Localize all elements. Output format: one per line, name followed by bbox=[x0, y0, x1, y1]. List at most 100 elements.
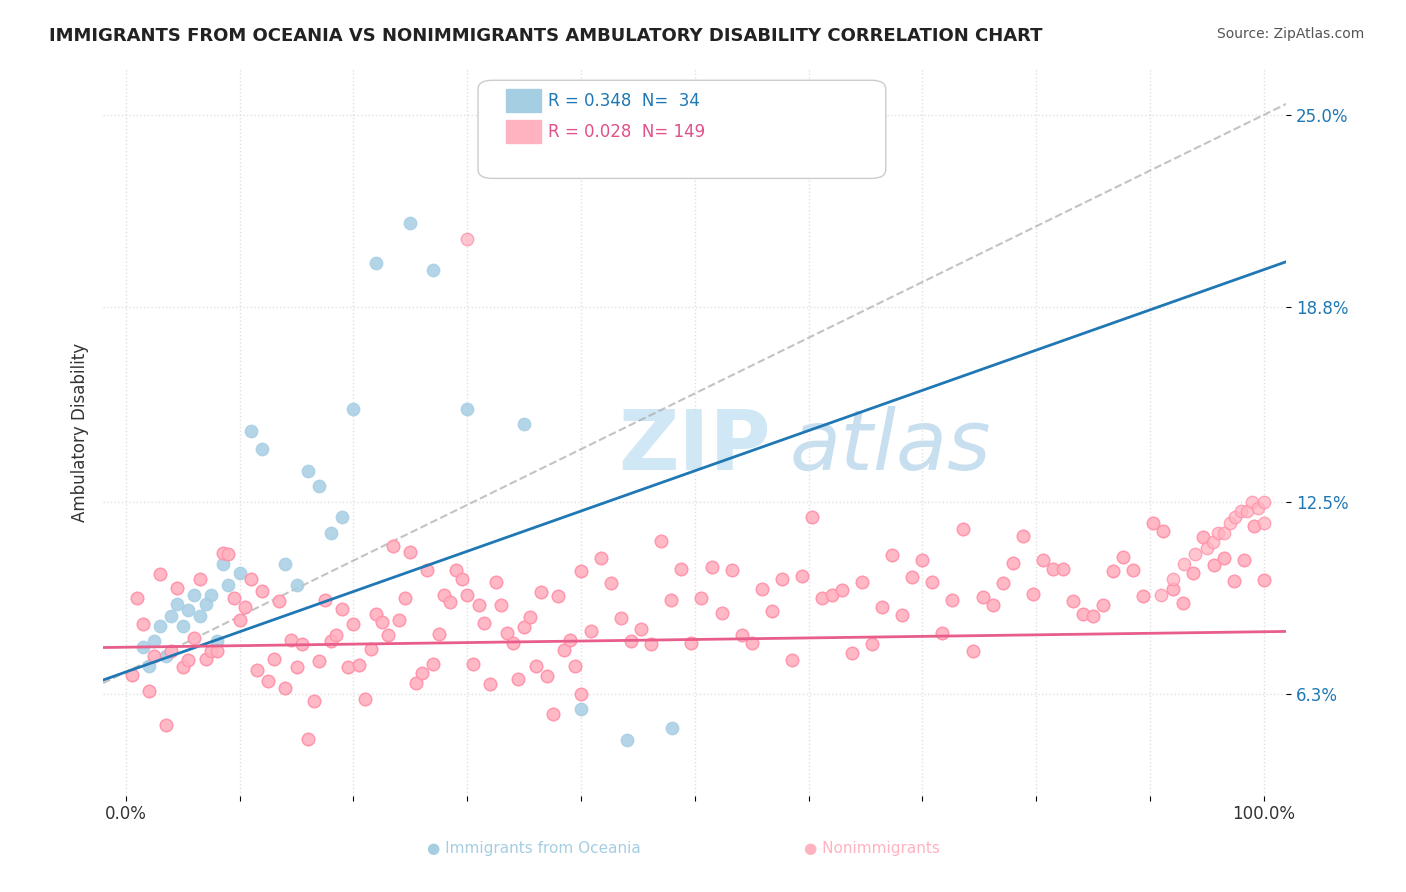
Point bbox=[931, 625, 953, 640]
Point bbox=[811, 591, 834, 605]
Point bbox=[121, 668, 143, 682]
Point bbox=[325, 628, 347, 642]
Point bbox=[177, 653, 200, 667]
Point bbox=[427, 626, 450, 640]
Point bbox=[257, 674, 280, 689]
Point bbox=[132, 617, 155, 632]
Point bbox=[1150, 588, 1173, 602]
Point bbox=[121, 668, 143, 682]
Point bbox=[1052, 562, 1074, 576]
Point bbox=[228, 614, 250, 628]
Point bbox=[841, 646, 863, 660]
Point bbox=[194, 651, 217, 665]
Point bbox=[127, 591, 149, 605]
Point bbox=[1201, 535, 1223, 549]
Point bbox=[388, 613, 411, 627]
Point bbox=[911, 553, 934, 567]
Point bbox=[172, 618, 194, 632]
Point bbox=[780, 653, 803, 667]
Point bbox=[160, 644, 183, 658]
Point bbox=[1071, 607, 1094, 621]
Point bbox=[330, 510, 353, 524]
Point bbox=[1163, 582, 1185, 596]
Point bbox=[616, 733, 638, 747]
Point bbox=[870, 599, 893, 614]
Point bbox=[1195, 541, 1218, 556]
Point bbox=[870, 599, 893, 614]
Point bbox=[591, 550, 613, 565]
Point bbox=[496, 626, 519, 640]
Point bbox=[263, 651, 285, 665]
Point bbox=[901, 569, 924, 583]
Point bbox=[143, 649, 166, 664]
Point bbox=[269, 594, 291, 608]
Point bbox=[882, 548, 904, 562]
Point bbox=[1042, 562, 1064, 576]
Point bbox=[1206, 525, 1229, 540]
Point bbox=[811, 591, 834, 605]
Point bbox=[285, 660, 308, 674]
Point bbox=[991, 576, 1014, 591]
Point bbox=[347, 657, 370, 672]
Point bbox=[891, 608, 914, 623]
Point bbox=[371, 615, 394, 630]
Point bbox=[422, 657, 444, 672]
Point bbox=[591, 550, 613, 565]
Point bbox=[1001, 557, 1024, 571]
Point bbox=[1230, 504, 1253, 518]
Point bbox=[558, 632, 581, 647]
Point bbox=[342, 617, 364, 632]
Point bbox=[681, 636, 703, 650]
Point bbox=[569, 688, 592, 702]
Point bbox=[1173, 596, 1195, 610]
Point bbox=[422, 657, 444, 672]
Point bbox=[1122, 563, 1144, 577]
Point bbox=[479, 677, 502, 691]
Point bbox=[1001, 557, 1024, 571]
Point bbox=[841, 646, 863, 660]
Point bbox=[274, 681, 297, 695]
Point bbox=[314, 593, 336, 607]
Point bbox=[1102, 564, 1125, 578]
Point bbox=[1222, 574, 1244, 589]
Point bbox=[382, 539, 405, 553]
Point bbox=[439, 595, 461, 609]
Point bbox=[485, 575, 508, 590]
Point bbox=[1202, 558, 1225, 573]
Point bbox=[183, 588, 205, 602]
Point bbox=[547, 589, 569, 603]
Point bbox=[860, 637, 883, 651]
Point bbox=[600, 576, 623, 591]
Point bbox=[991, 576, 1014, 591]
Point bbox=[831, 583, 853, 598]
Point bbox=[252, 442, 274, 457]
Point bbox=[1192, 530, 1215, 544]
Point bbox=[308, 654, 330, 668]
Point bbox=[183, 632, 205, 646]
Point bbox=[513, 417, 536, 432]
Point bbox=[491, 598, 513, 612]
Point bbox=[821, 588, 844, 602]
Point bbox=[1042, 562, 1064, 576]
Point bbox=[240, 573, 263, 587]
Point bbox=[981, 598, 1004, 612]
Point bbox=[1161, 572, 1184, 586]
Point bbox=[1233, 553, 1256, 567]
Point bbox=[761, 604, 783, 618]
Point bbox=[800, 510, 823, 524]
Point bbox=[730, 628, 752, 642]
Point bbox=[330, 602, 353, 616]
Point bbox=[399, 545, 422, 559]
Point bbox=[620, 634, 643, 648]
Point bbox=[308, 654, 330, 668]
Point bbox=[491, 598, 513, 612]
Point bbox=[188, 573, 211, 587]
Point bbox=[394, 591, 416, 606]
Point bbox=[399, 216, 422, 230]
Point bbox=[240, 573, 263, 587]
Point bbox=[1222, 574, 1244, 589]
Point bbox=[519, 610, 541, 624]
Point bbox=[371, 615, 394, 630]
Point bbox=[541, 706, 564, 721]
Point bbox=[564, 659, 586, 673]
